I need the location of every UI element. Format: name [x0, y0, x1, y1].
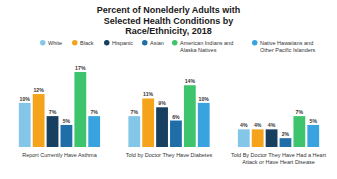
- text-line: Native Hawaiians and: [260, 40, 313, 46]
- legend-item: Native Hawaiians andOther Pacific Island…: [252, 40, 316, 53]
- text-line: Told by Doctor They Have Diabetes: [126, 152, 213, 158]
- bar: [266, 129, 278, 147]
- bars: [19, 72, 319, 147]
- tick-label: Report Currently Have Asthma: [22, 152, 98, 158]
- data-label: 6%: [172, 114, 180, 120]
- text-line: Hispanic: [112, 40, 133, 46]
- legend-label: Hispanic: [112, 40, 133, 46]
- bar: [128, 116, 140, 147]
- data-label: 7%: [296, 109, 304, 115]
- data-label: 10%: [199, 96, 210, 102]
- text-line: Alaska Natives: [180, 47, 217, 53]
- text-line: Selected Health Conditions by: [104, 16, 234, 26]
- data-label: 12%: [33, 87, 44, 93]
- title: Percent of Nonelderly Adults withSelecte…: [97, 5, 241, 36]
- data-label: 9%: [158, 100, 166, 106]
- bar: [293, 116, 305, 147]
- text-line: Black: [80, 40, 94, 46]
- text-line: Race/Ethnicity, 2018: [125, 26, 211, 36]
- tick-label: Told by Doctor They Have Diabetes: [126, 152, 213, 158]
- bar: [307, 125, 319, 147]
- bar: [47, 116, 59, 147]
- bar: [88, 116, 100, 147]
- text-line: American Indians and: [180, 40, 233, 46]
- bar: [252, 129, 264, 147]
- legend-swatch: [252, 40, 258, 46]
- tick: Told By Doctor They Have Had a HeartAtta…: [231, 147, 326, 165]
- data-label: 17%: [75, 65, 86, 71]
- legend: White Black Hispanic Asian American Indians …: [40, 40, 316, 53]
- data-label: 2%: [282, 131, 290, 137]
- data-label: 4%: [254, 122, 262, 128]
- legend-label: White: [48, 40, 62, 46]
- data-labels: 10% 7% 4% 12% 11% 4% 7% 9% 4% 5% 6% 2% 17% 14% 7% 7% 10%…: [20, 65, 318, 137]
- legend-item: Black: [72, 40, 94, 46]
- data-label: 7%: [90, 109, 98, 115]
- bar: [238, 129, 250, 147]
- tick: Told by Doctor They Have Diabetes: [126, 147, 213, 158]
- data-label: 7%: [49, 109, 57, 115]
- bar: [142, 98, 154, 147]
- bar: [61, 125, 73, 147]
- bar: [19, 103, 31, 147]
- legend-label: Black: [80, 40, 94, 46]
- bar: [156, 107, 168, 147]
- legend-item: Hispanic: [104, 40, 133, 46]
- data-label: 11%: [143, 91, 153, 97]
- text-line: Percent of Nonelderly Adults with: [97, 5, 241, 15]
- text-line: Report Currently Have Asthma: [22, 152, 98, 158]
- bar: [198, 103, 210, 147]
- tick: Report Currently Have Asthma: [22, 147, 98, 158]
- text-line: White: [48, 40, 62, 46]
- x-axis: Report Currently Have Asthma Told by Doct…: [22, 147, 326, 165]
- data-label: 7%: [131, 109, 139, 115]
- legend-swatch: [172, 40, 178, 46]
- legend-label: American Indians andAlaska Natives: [180, 40, 233, 53]
- data-label: 4%: [268, 122, 276, 128]
- bar: [280, 138, 292, 147]
- bar: [184, 85, 196, 147]
- legend-swatch: [72, 40, 78, 46]
- text-line: Other Pacific Islanders: [260, 47, 316, 53]
- legend-item: American Indians andAlaska Natives: [172, 40, 233, 53]
- text-line: Asian: [150, 40, 164, 46]
- bar: [33, 94, 45, 147]
- data-label: 5%: [310, 118, 318, 124]
- text-line: Attack or Have Heart Disease: [242, 159, 314, 165]
- data-label: 5%: [63, 118, 71, 124]
- legend-label: Asian: [150, 40, 164, 46]
- legend-item: Asian: [142, 40, 164, 46]
- data-label: 14%: [185, 78, 196, 84]
- legend-label: Native Hawaiians andOther Pacific Island…: [260, 40, 316, 53]
- legend-swatch: [142, 40, 148, 46]
- legend-item: White: [40, 40, 62, 46]
- legend-swatch: [104, 40, 110, 46]
- legend-swatch: [40, 40, 46, 46]
- chart: Percent of Nonelderly Adults withSelecte…: [0, 0, 337, 179]
- text-line: Told By Doctor They Have Had a Heart: [231, 152, 326, 158]
- bar: [170, 121, 182, 147]
- data-label: 10%: [20, 96, 31, 102]
- bar: [74, 72, 86, 147]
- tick-label: Told By Doctor They Have Had a HeartAtta…: [231, 152, 326, 165]
- data-label: 4%: [240, 122, 248, 128]
